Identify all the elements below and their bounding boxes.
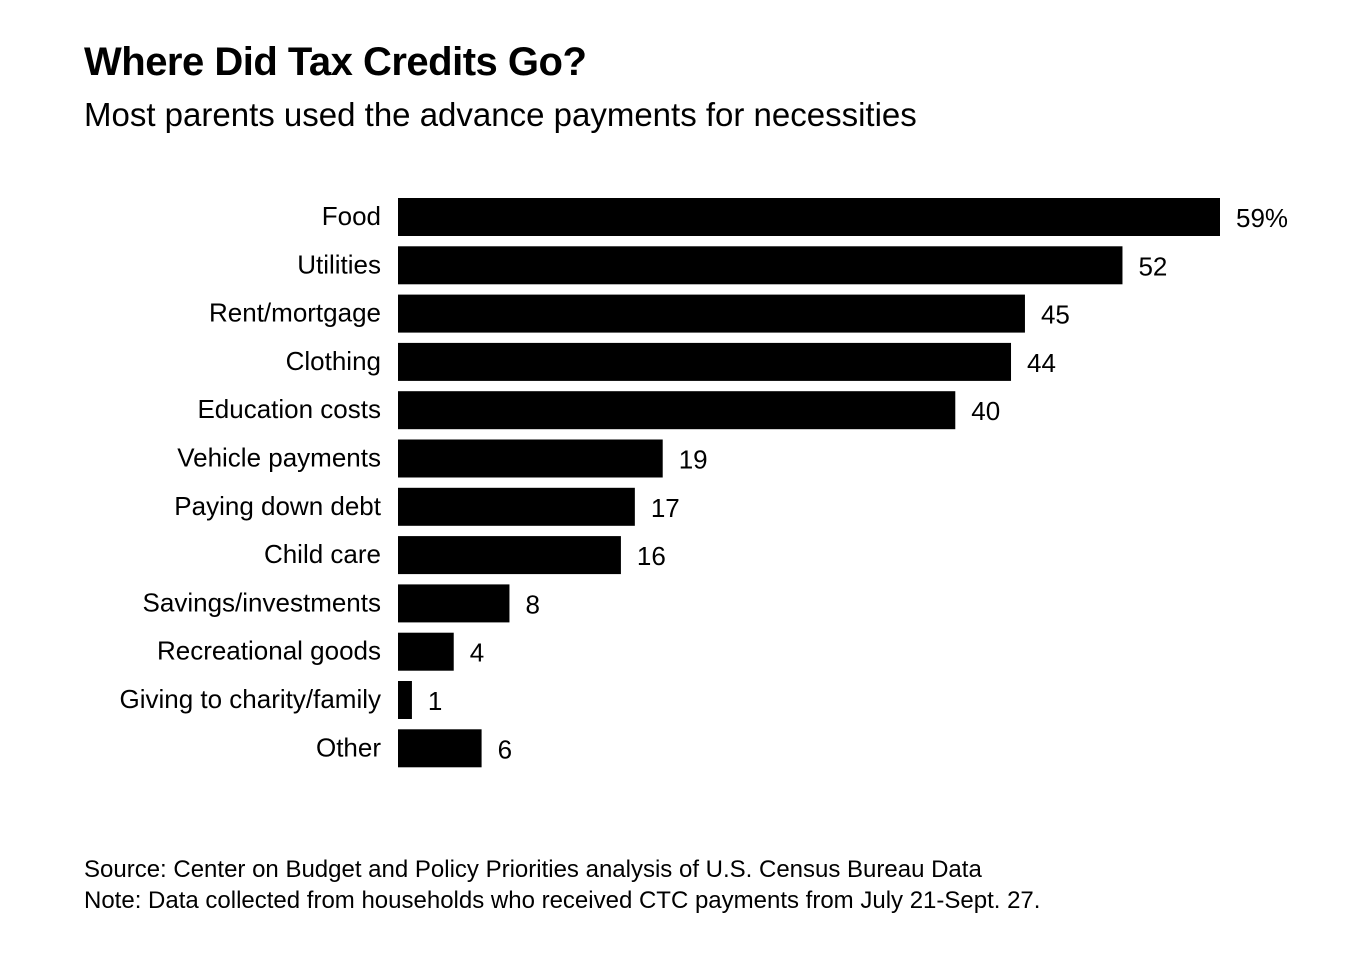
category-label: Giving to charity/family bbox=[119, 684, 381, 714]
bar bbox=[398, 632, 454, 671]
value-label: 19 bbox=[679, 445, 708, 475]
category-label: Rent/mortgage bbox=[209, 298, 381, 328]
value-label: 45 bbox=[1041, 300, 1070, 330]
category-label: Recreational goods bbox=[157, 636, 381, 666]
chart-subtitle: Most parents used the advance payments f… bbox=[84, 96, 917, 133]
bar bbox=[398, 487, 635, 526]
data-note: Note: Data collected from households who… bbox=[84, 887, 1041, 914]
value-label: 8 bbox=[525, 589, 539, 619]
category-label: Paying down debt bbox=[174, 491, 381, 521]
source-note: Source: Center on Budget and Policy Prio… bbox=[84, 856, 982, 883]
bar bbox=[398, 294, 1025, 333]
chart-title: Where Did Tax Credits Go? bbox=[84, 40, 587, 84]
value-label: 52 bbox=[1138, 251, 1167, 281]
category-label: Savings/investments bbox=[143, 587, 381, 617]
bar bbox=[398, 198, 1220, 236]
bar bbox=[398, 246, 1123, 285]
value-label: 44 bbox=[1027, 348, 1056, 378]
bar bbox=[398, 391, 956, 430]
value-label: 6 bbox=[498, 734, 512, 764]
category-label: Vehicle payments bbox=[177, 443, 381, 473]
bar bbox=[398, 729, 482, 768]
bar bbox=[398, 342, 1012, 381]
value-label: 1 bbox=[428, 686, 442, 716]
category-label: Clothing bbox=[286, 346, 381, 376]
value-label: 40 bbox=[971, 396, 1000, 426]
category-label: Education costs bbox=[197, 394, 381, 424]
bar bbox=[398, 439, 663, 478]
category-label: Other bbox=[316, 732, 381, 762]
category-label: Food bbox=[322, 201, 381, 231]
value-label: 4 bbox=[470, 638, 484, 668]
value-label: 17 bbox=[651, 493, 680, 523]
value-label: 16 bbox=[637, 541, 666, 571]
category-label: Utilities bbox=[297, 249, 381, 279]
bar bbox=[398, 584, 510, 623]
bar bbox=[398, 681, 412, 719]
bar-chart: Food 59% Utilities 52 Rent/mortgage 45 Clothin… bbox=[119, 198, 1288, 768]
value-label: 59% bbox=[1236, 203, 1288, 233]
category-label: Child care bbox=[264, 539, 381, 569]
bar bbox=[398, 536, 621, 575]
